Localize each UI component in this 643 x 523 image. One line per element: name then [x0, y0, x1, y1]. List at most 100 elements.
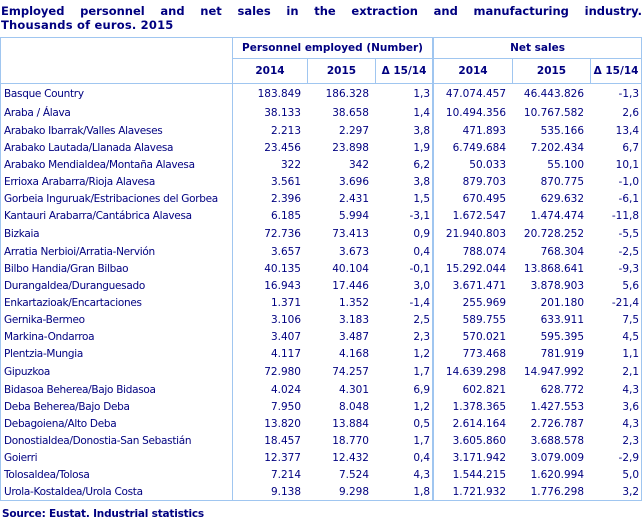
row-label: Kantauri Arabarra/Cantábrica Alavesa — [1, 207, 233, 224]
cell-value: 10,1 — [615, 158, 640, 171]
cell-value: 15.292.044 — [433, 260, 512, 277]
title-line-2: Thousands of euros. 2015 — [1, 18, 174, 32]
table-row: Donostialdea/Donostia-San Sebastián 18.45… — [1, 432, 641, 449]
table-row: Basque Country 183.849 186.328 1,3 47.074.45… — [1, 84, 641, 103]
table-row: Arratia Nerbioi/Arratia-Nervión 3.657 3.67… — [1, 243, 641, 260]
row-label: Gernika-Bermeo — [1, 311, 233, 328]
cell-value: 5.994 — [338, 209, 369, 222]
group-header-net-sales: Net sales — [433, 38, 642, 59]
cell-value: 4,5 — [622, 330, 640, 343]
cell-value: -3,1 — [375, 207, 434, 224]
cell-value: 1,2 — [375, 345, 434, 362]
col-header-netsales-2015: 2015 — [512, 59, 591, 84]
cell-value: 570.021 — [433, 328, 512, 345]
cell-value: 18.457 — [264, 434, 301, 447]
col-header-personnel-2015: 2015 — [307, 59, 375, 84]
cell-value: 3,6 — [622, 400, 640, 413]
cell-value: 3.605.860 — [433, 432, 512, 449]
cell-value: 7.202.434 — [530, 141, 585, 154]
table-row: Arabako Ibarrak/Valles Alaveses 2.213 2.29… — [1, 122, 641, 139]
cell-value: 4.168 — [338, 347, 369, 360]
source-note: Source: Eustat. Industrial statistics — [2, 508, 204, 520]
cell-value: 2,1 — [622, 365, 640, 378]
table-row: Plentzia-Mungia 4.117 4.168 1,2 773.468 781.9… — [1, 345, 641, 362]
table-row: Gernika-Bermeo 3.106 3.183 2,5 589.755 633.91… — [1, 311, 641, 328]
cell-value: 3.079.009 — [530, 451, 585, 464]
row-label: Tolosaldea/Tolosa — [1, 466, 233, 483]
cell-value: 14.947.992 — [523, 365, 585, 378]
row-label: Markina-Ondarroa — [1, 328, 233, 345]
cell-value: 2.726.787 — [530, 417, 585, 430]
cell-value: 4.024 — [270, 383, 301, 396]
col-header-personnel-delta: Δ 15/14 — [375, 59, 434, 84]
cell-value: -5,5 — [618, 227, 640, 240]
group-header-row: Personnel employed (Number) Net sales — [1, 38, 642, 84]
row-label: Gorbeia Inguruak/Estribaciones del Gorbe… — [1, 190, 233, 207]
cell-value: 602.821 — [433, 381, 512, 398]
cell-value: 1,9 — [375, 139, 434, 156]
cell-value: 255.969 — [433, 294, 512, 311]
table-row: Arabako Mendialdea/Montaña Alavesa 322 342… — [1, 156, 641, 173]
cell-value: 9.298 — [338, 485, 369, 498]
cell-value: 9.138 — [270, 485, 301, 498]
cell-value: 1,7 — [375, 432, 434, 449]
cell-value: 8.048 — [338, 400, 369, 413]
corner-cell — [1, 38, 233, 84]
cell-value: 870.775 — [540, 175, 585, 188]
row-label: Arratia Nerbioi/Arratia-Nervión — [1, 243, 233, 260]
row-label: Durangaldea/Duranguesado — [1, 277, 233, 294]
cell-value: 4.117 — [270, 347, 301, 360]
cell-value: 46.443.826 — [523, 87, 585, 100]
cell-value: 773.468 — [433, 345, 512, 362]
cell-value: 471.893 — [433, 122, 512, 139]
cell-value: 74.257 — [332, 365, 369, 378]
cell-value: -2,9 — [618, 451, 640, 464]
cell-value: 10.494.356 — [433, 103, 512, 122]
cell-value: 50.033 — [433, 156, 512, 173]
row-label: Arabako Lautada/Llanada Alavesa — [1, 139, 233, 156]
cell-value: 4.301 — [338, 383, 369, 396]
cell-value: 6,9 — [375, 381, 434, 398]
cell-value: 6,2 — [375, 156, 434, 173]
cell-value: 0,9 — [375, 224, 434, 243]
cell-value: 23.898 — [332, 141, 369, 154]
cell-value: 2.431 — [338, 192, 369, 205]
cell-value: 0,5 — [375, 415, 434, 432]
table-body: Basque Country 183.849 186.328 1,3 47.074.45… — [1, 84, 641, 500]
cell-value: 13.868.641 — [523, 262, 585, 275]
cell-value: 38.133 — [264, 106, 301, 119]
cell-value: 3.878.903 — [530, 279, 585, 292]
cell-value: 788.074 — [433, 243, 512, 260]
cell-value: 13.820 — [264, 417, 301, 430]
row-label: Enkartazioak/Encartaciones — [1, 294, 233, 311]
cell-value: 1,2 — [375, 398, 434, 415]
table-row: Deba Beherea/Bajo Deba 7.950 8.048 1,2 1.378… — [1, 398, 641, 415]
table-header: Personnel employed (Number) Net sales 20… — [1, 38, 642, 84]
cell-value: 201.180 — [540, 296, 585, 309]
cell-value: -21,4 — [611, 296, 640, 309]
cell-value: -1,3 — [618, 87, 640, 100]
cell-value: 40.104 — [332, 262, 369, 275]
cell-value: 3.183 — [338, 313, 369, 326]
cell-value: 589.755 — [433, 311, 512, 328]
cell-value: 1.352 — [338, 296, 369, 309]
cell-value: -1,4 — [375, 294, 434, 311]
cell-value: 14.639.298 — [433, 362, 512, 381]
cell-value: 3.407 — [270, 330, 301, 343]
cell-value: 595.395 — [540, 330, 585, 343]
cell-value: 47.074.457 — [433, 84, 512, 103]
cell-value: 0,4 — [375, 243, 434, 260]
row-label: Bizkaia — [1, 224, 233, 243]
title-line-1: Employed personnel and net sales in the … — [1, 4, 642, 18]
cell-value: 768.304 — [540, 245, 585, 258]
row-label: Donostialdea/Donostia-San Sebastián — [1, 432, 233, 449]
data-table: Personnel employed (Number) Net sales 20… — [0, 37, 643, 501]
cell-value: 2,6 — [622, 106, 640, 119]
table-row: Markina-Ondarroa 3.407 3.487 2,3 570.021 595.… — [1, 328, 641, 345]
cell-value: 670.495 — [433, 190, 512, 207]
cell-value: 2,5 — [375, 311, 434, 328]
row-label: Debagoiena/Alto Deba — [1, 415, 233, 432]
cell-value: 633.911 — [540, 313, 585, 326]
row-label: Bilbo Handia/Gran Bilbao — [1, 260, 233, 277]
cell-value: 1,4 — [375, 103, 434, 122]
